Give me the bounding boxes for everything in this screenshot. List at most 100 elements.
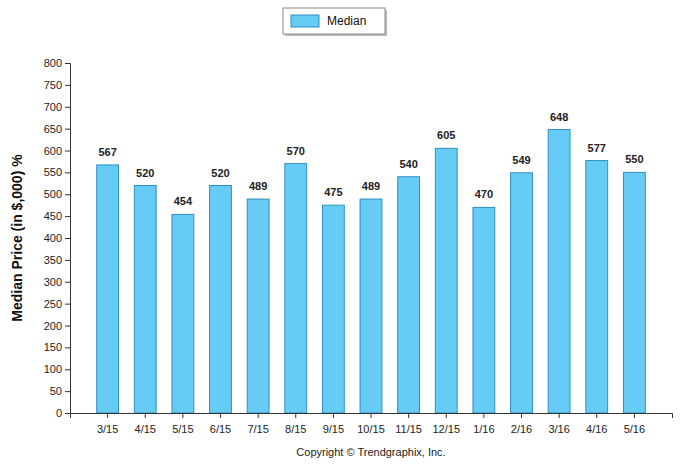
x-tick-mark bbox=[107, 413, 108, 418]
y-tick-label: 250 bbox=[44, 298, 62, 310]
x-tick-label: 12/15 bbox=[432, 423, 460, 435]
x-tick: 1/16 bbox=[473, 413, 494, 435]
x-tick-label: 8/15 bbox=[285, 423, 306, 435]
data-label: 454 bbox=[174, 195, 193, 207]
y-tick: 50 bbox=[50, 385, 70, 397]
bar bbox=[435, 148, 457, 413]
y-tick-label: 400 bbox=[44, 232, 62, 244]
y-tick-mark bbox=[65, 369, 70, 370]
bar bbox=[322, 205, 344, 413]
y-tick-mark bbox=[65, 172, 70, 173]
y-tick-label: 100 bbox=[44, 363, 62, 375]
x-tick: 5/15 bbox=[172, 413, 193, 435]
y-tick-mark bbox=[65, 326, 70, 327]
data-label: 540 bbox=[399, 158, 417, 170]
y-tick-label: 750 bbox=[44, 79, 62, 91]
bar bbox=[172, 214, 194, 413]
x-tick-mark bbox=[220, 413, 221, 418]
y-tick: 0 bbox=[56, 407, 70, 419]
bar bbox=[548, 130, 570, 414]
x-axis: 3/15 4/15 5/15 6/15 7/15 8/15 9/15 10/15 11/15 12… bbox=[71, 413, 673, 435]
x-tick: 11/15 bbox=[395, 413, 422, 435]
data-label: 520 bbox=[211, 167, 229, 179]
y-tick-mark bbox=[65, 391, 70, 392]
bar bbox=[285, 164, 307, 413]
bar bbox=[210, 186, 232, 414]
y-tick: 600 bbox=[44, 145, 70, 157]
x-tick: 7/15 bbox=[247, 413, 268, 435]
y-tick: 800 bbox=[44, 57, 70, 69]
legend: Median bbox=[283, 8, 387, 36]
bar bbox=[97, 165, 119, 413]
x-tick-mark bbox=[559, 413, 560, 418]
annotation: Copyright © Trendgraphix, Inc. bbox=[296, 446, 445, 458]
x-tick-label: 4/15 bbox=[135, 423, 156, 435]
x-tick-mark bbox=[634, 413, 635, 418]
x-tick-label: 4/16 bbox=[586, 423, 607, 435]
bar bbox=[247, 199, 269, 413]
y-tick-label: 200 bbox=[44, 320, 62, 332]
bar bbox=[360, 199, 382, 413]
x-tick-mark bbox=[446, 413, 447, 418]
data-label: 520 bbox=[136, 167, 154, 179]
y-tick-mark bbox=[65, 194, 70, 195]
y-tick-label: 600 bbox=[44, 145, 62, 157]
x-tick: 4/15 bbox=[135, 413, 156, 435]
y-tick-mark bbox=[65, 85, 70, 86]
x-tick-mark bbox=[521, 413, 522, 418]
data-label: 470 bbox=[475, 188, 493, 200]
x-tick-label: 3/15 bbox=[97, 423, 118, 435]
x-tick-label: 1/16 bbox=[473, 423, 494, 435]
bar bbox=[511, 173, 533, 413]
y-tick-mark bbox=[65, 151, 70, 152]
data-label: 648 bbox=[550, 111, 568, 123]
bars bbox=[97, 130, 646, 414]
y-tick-mark bbox=[65, 238, 70, 239]
y-tick: 200 bbox=[44, 320, 70, 332]
x-tick: 9/15 bbox=[323, 413, 344, 435]
data-label: 550 bbox=[625, 153, 643, 165]
bar bbox=[623, 172, 645, 413]
x-tick-mark bbox=[333, 413, 334, 418]
y-tick: 550 bbox=[44, 166, 70, 178]
y-tick-label: 150 bbox=[44, 341, 62, 353]
y-tick: 350 bbox=[44, 254, 70, 266]
x-tick-mark bbox=[145, 413, 146, 418]
x-tick: 10/15 bbox=[357, 413, 385, 435]
data-label: 475 bbox=[324, 186, 342, 198]
x-tick-label: 5/15 bbox=[172, 423, 193, 435]
y-tick-mark bbox=[65, 63, 70, 64]
bar bbox=[398, 177, 420, 413]
x-tick-label: 11/15 bbox=[395, 423, 422, 435]
y-tick-label: 500 bbox=[44, 188, 62, 200]
bar bbox=[134, 186, 156, 414]
y-tick-label: 650 bbox=[44, 123, 62, 135]
x-tick-label: 10/15 bbox=[357, 423, 385, 435]
x-tick: 4/16 bbox=[586, 413, 607, 435]
x-tick-label: 2/16 bbox=[511, 423, 532, 435]
y-tick-label: 700 bbox=[44, 101, 62, 113]
legend-swatch bbox=[291, 15, 319, 27]
x-tick-mark bbox=[596, 413, 597, 418]
y-tick: 450 bbox=[44, 210, 70, 222]
data-label: 567 bbox=[98, 146, 116, 158]
y-tick: 750 bbox=[44, 79, 70, 91]
x-tick: 12/15 bbox=[432, 413, 460, 435]
y-tick-mark bbox=[65, 413, 70, 414]
y-tick: 650 bbox=[44, 123, 70, 135]
x-axis-line bbox=[71, 414, 673, 419]
x-tick-mark bbox=[295, 413, 296, 418]
x-tick: 3/15 bbox=[97, 413, 118, 435]
y-tick-label: 450 bbox=[44, 210, 62, 222]
bar bbox=[586, 161, 608, 413]
x-tick-label: 6/15 bbox=[210, 423, 231, 435]
y-tick-mark bbox=[65, 107, 70, 108]
y-tick: 700 bbox=[44, 101, 70, 113]
data-label: 489 bbox=[362, 180, 380, 192]
bar bbox=[473, 207, 495, 413]
y-tick-label: 350 bbox=[44, 254, 62, 266]
y-tick: 100 bbox=[44, 363, 70, 375]
x-tick-label: 3/16 bbox=[548, 423, 569, 435]
x-tick-mark bbox=[258, 413, 259, 418]
x-tick-mark bbox=[182, 413, 183, 418]
